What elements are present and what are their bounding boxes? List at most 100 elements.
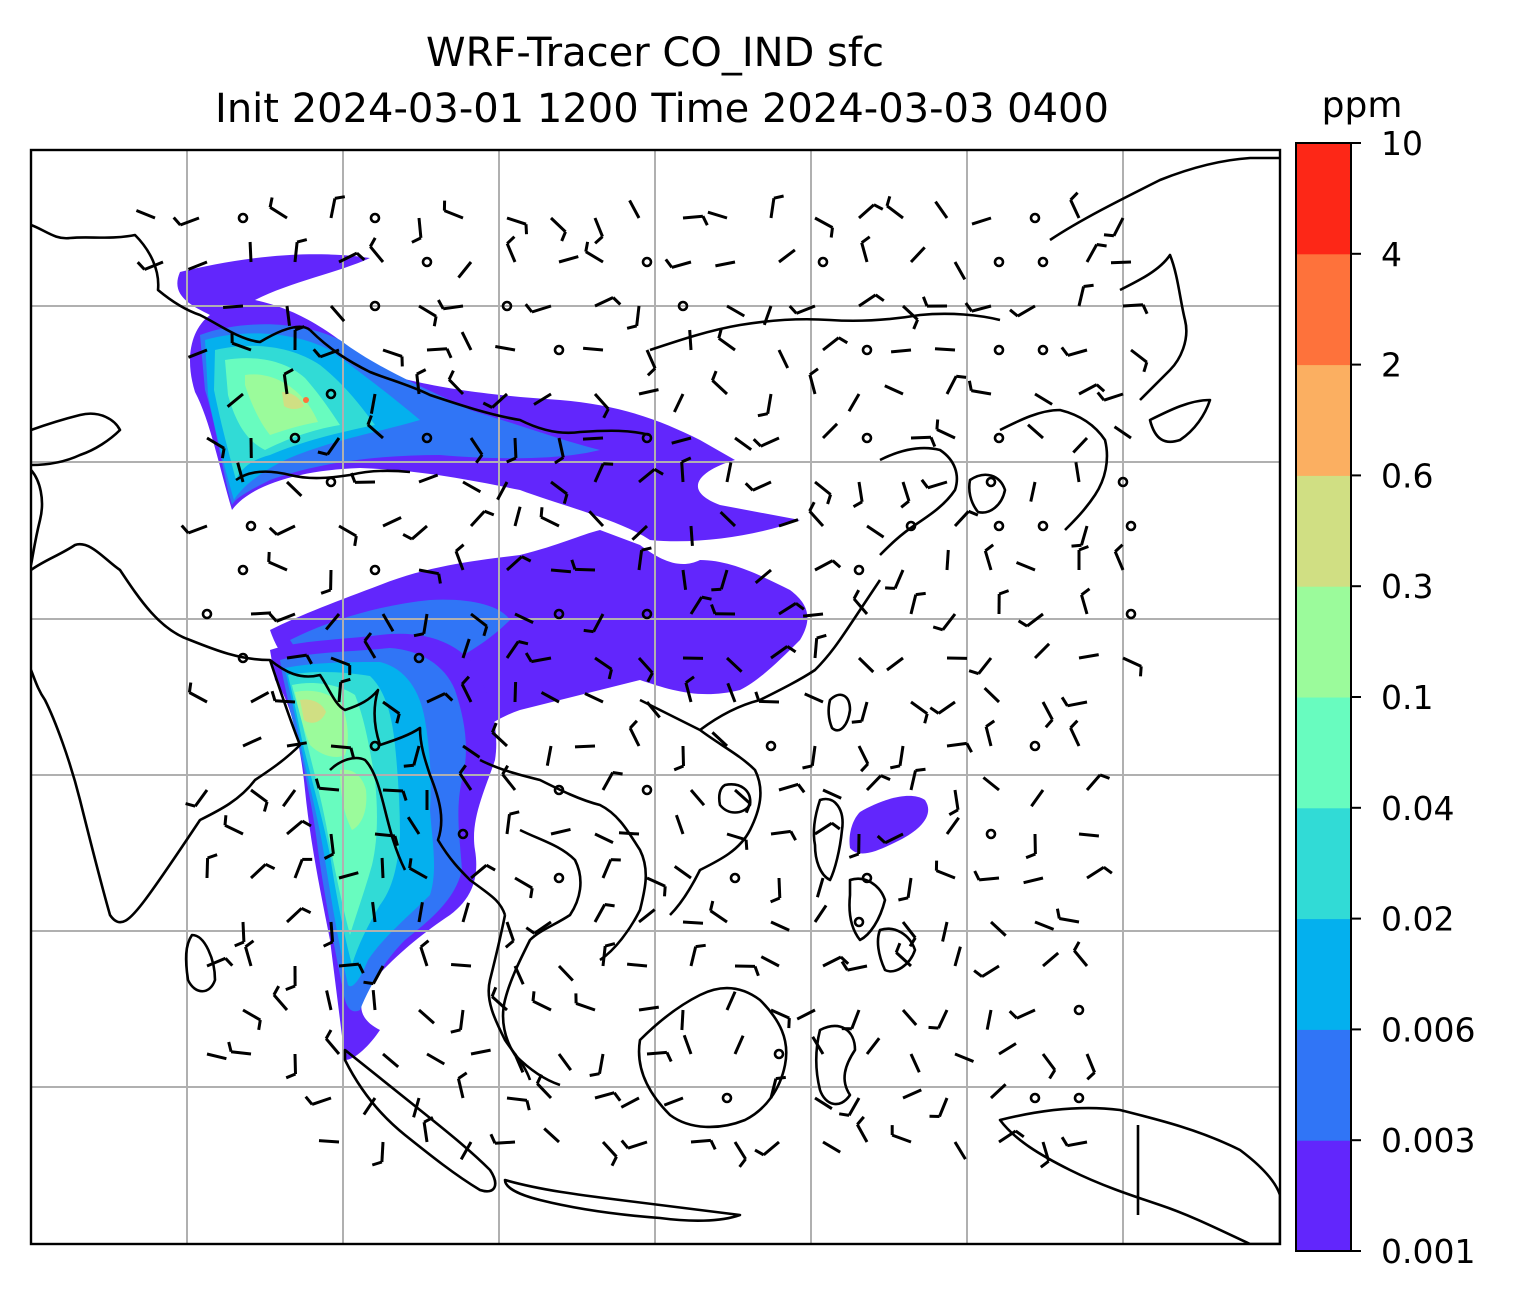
wind-barb [505,640,520,659]
wind-barb [684,682,693,703]
wind-barb-flag [504,939,515,949]
wind-barb [733,1035,745,1055]
wind-barb-flag [403,763,414,768]
colorbar-band [1296,143,1351,255]
wind-barb-flag [1096,391,1106,402]
wind-barb-flag [517,640,529,646]
colorbar-tick-label: 0.003 [1381,1121,1475,1160]
wind-barb-flag [900,499,910,509]
wind-barb [858,293,877,308]
wind-barb-flag [529,887,534,899]
wind-barb [1026,612,1044,628]
wind-barb-flag [908,937,917,948]
wind-barb [275,612,296,623]
wind-barb-flag [320,588,332,595]
wind-barb [311,1096,332,1106]
wind-barb-flag [710,603,717,615]
wind-barb-flag [773,194,784,200]
wind-barb [494,1140,516,1145]
wind-barb [380,857,385,879]
wind-barb-flag [185,802,196,808]
wind-barb [318,786,340,792]
wind-barb-flag [234,940,245,948]
wind-barb [187,348,208,359]
wind-barb-flag [838,1112,850,1117]
wind-barb [977,657,993,675]
colorbar-band [1296,807,1351,920]
wind-barb [318,1139,340,1144]
wind-barb [557,1053,573,1071]
wind-barb [953,789,960,811]
wind-barb [540,691,560,704]
wind-barb-flag [524,652,533,663]
wind-barb [810,745,817,767]
wind-barb [1023,876,1044,885]
wind-barb [769,197,776,219]
calm-marker [553,872,565,884]
wind-barb-flag [172,216,182,226]
wind-barb [1041,1141,1051,1162]
wind-barb-flag [717,328,723,339]
wind-barb [557,437,565,458]
wind-barb [938,1097,949,1118]
wind-barb [496,481,509,501]
wind-barb [469,510,486,528]
wind-barb [637,550,644,571]
wind-barb-flag [1039,1160,1050,1169]
wind-barb-flag [612,296,622,306]
wind-barb [337,681,343,703]
wind-barb-flag [873,203,884,211]
colorbar-band [1296,1029,1351,1141]
wind-barb-flag [641,546,652,552]
calm-marker [729,872,741,884]
wind-barb-flag [620,1139,630,1150]
wind-barb [418,568,439,576]
wind-barb [462,744,481,759]
wind-barb [715,260,736,268]
wind-barb-flag [1008,1010,1018,1020]
wind-barb [495,345,516,352]
wind-barb [906,877,913,899]
wind-barb [513,1053,525,1073]
wind-barb [369,393,377,414]
wind-barb [646,876,666,888]
calm-marker [369,300,381,312]
wind-barb [594,296,614,308]
wind-barb [491,392,509,409]
wind-barb-flag [840,960,849,971]
wind-barb [941,613,957,631]
wind-barb-flag [922,296,929,307]
wind-barb-flag [413,632,425,638]
wind-barb [422,613,429,634]
wind-barb [847,1097,861,1117]
wind-barb-flag [787,1018,791,1029]
wind-barb [206,1052,227,1061]
wind-barb [726,304,746,318]
wind-barb-flag [444,692,454,702]
wind-barb [978,876,1000,882]
wind-barb [272,993,289,1011]
wind-barb-flag [752,438,762,448]
wind-barb [953,261,967,281]
wind-barb [470,864,488,880]
wind-barb-flag [789,830,797,841]
wind-barb-flag [283,368,294,376]
wind-barb-flag [894,942,902,954]
wind-barb-flag [294,325,305,332]
wind-barb-flag [775,1075,786,1081]
wind-barb-flag [1099,773,1111,780]
wind-barb-flag [795,602,805,611]
wind-barb-flag [584,241,590,252]
wind-barb [460,331,473,351]
colorbar-band [1296,253,1351,366]
wind-barb [910,700,929,715]
wind-barb-flag [711,587,722,592]
colorbar-unit: ppm [1322,85,1403,126]
wind-barb [513,437,518,459]
colorbar-tick-label: 0.3 [1381,567,1433,606]
wind-barb [1113,551,1125,571]
calm-marker [853,564,865,576]
wind-barb [543,1127,561,1144]
wind-barb [1078,383,1098,396]
wind-barb [934,200,949,219]
